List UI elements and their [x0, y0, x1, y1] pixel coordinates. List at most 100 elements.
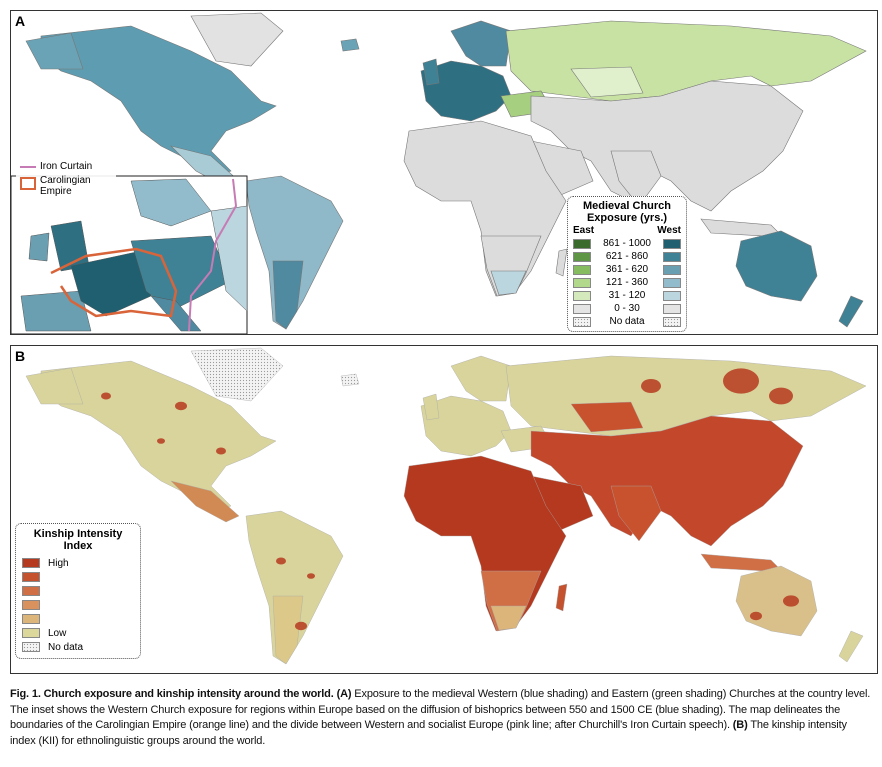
iceland	[340, 38, 360, 52]
legend-label: High	[48, 557, 69, 569]
legend-row: Low	[22, 626, 134, 640]
column-label: West	[657, 225, 681, 236]
uk	[422, 393, 440, 421]
swatch	[22, 600, 40, 610]
inset-france	[70, 250, 152, 317]
swatch	[22, 586, 40, 596]
greenland	[190, 12, 284, 67]
legend-header: East West	[573, 224, 681, 237]
caption-text: The kinship intensity index (KII) for et…	[10, 719, 847, 747]
new-zealand	[838, 295, 864, 328]
legend-label: 861 - 1000	[603, 238, 651, 249]
scandinavia	[450, 355, 512, 402]
swatch	[573, 264, 591, 275]
india	[610, 485, 662, 542]
europe	[420, 395, 512, 457]
inset-legend: Iron Curtain Carolingian Empire	[16, 157, 116, 200]
legend-row: 861 - 1000	[573, 237, 681, 250]
legend-label: 121 - 360	[605, 277, 649, 288]
legend-item: Carolingian Empire	[20, 175, 112, 197]
alaska	[25, 367, 84, 405]
legend-row	[22, 598, 134, 612]
legend-label: Iron Curtain	[40, 161, 93, 172]
map-b	[11, 346, 877, 673]
inset-ireland	[28, 232, 50, 262]
swatch	[22, 572, 40, 582]
madagascar	[555, 583, 568, 612]
uk	[422, 58, 440, 86]
inset-map	[11, 175, 248, 334]
legend-title: Kinship Intensity Index	[33, 528, 123, 552]
caption-label: (A)	[336, 688, 352, 700]
swatch	[573, 251, 591, 262]
legend-row: No data	[573, 315, 681, 328]
madagascar	[555, 248, 568, 277]
south-africa	[490, 605, 527, 631]
kinship-patch	[295, 621, 307, 631]
legend-row: 361 - 620	[573, 263, 681, 276]
swatch	[22, 558, 40, 568]
kinship-patch	[723, 368, 759, 394]
kinship-patch	[276, 557, 286, 565]
kinship-patch	[750, 611, 762, 621]
swatch	[20, 177, 36, 190]
legend-label: No data	[48, 641, 84, 653]
new-zealand	[838, 630, 864, 663]
india	[610, 150, 662, 207]
legend-row	[22, 570, 134, 584]
legend-label: 0 - 30	[614, 303, 640, 314]
swatch	[662, 290, 681, 301]
swatch	[662, 303, 681, 314]
swatch	[662, 264, 681, 275]
central-america	[170, 480, 240, 523]
panel-a: A Iron Curtain Carolingian Empire Mediev…	[10, 10, 878, 335]
panel-label: A	[15, 13, 26, 29]
caption-title: Fig. 1. Church exposure and kinship inte…	[10, 688, 334, 700]
legend-row	[22, 612, 134, 626]
swatch	[22, 614, 40, 624]
swatch	[573, 277, 591, 288]
legend-label: Low	[48, 627, 67, 639]
legend-row: 0 - 30	[573, 302, 681, 315]
legend-title: Medieval Church Exposure (yrs.)	[582, 200, 672, 224]
kinship-patch	[101, 392, 111, 400]
legend-label: 621 - 860	[605, 251, 649, 262]
panel-label: B	[15, 348, 26, 364]
greenland	[190, 347, 284, 402]
swatch	[662, 277, 681, 288]
kinship-patch	[769, 387, 793, 405]
swatch	[662, 238, 681, 249]
iceland	[340, 373, 360, 387]
kinship-patch	[641, 379, 661, 393]
iron-curtain	[188, 178, 238, 332]
caption-text: Exposure to the medieval Western (blue s…	[10, 688, 871, 731]
kazakhstan	[570, 66, 644, 98]
kinship-patch	[216, 447, 226, 455]
inset-iberia	[20, 290, 92, 332]
swatch	[573, 290, 591, 301]
kinship-patch	[175, 401, 187, 411]
kinship-patch	[783, 595, 799, 607]
legend-label: Carolingian Empire	[40, 175, 91, 197]
alaska	[25, 32, 84, 70]
south-africa	[490, 270, 527, 296]
legend-label: No data	[609, 316, 645, 327]
legend-row: No data	[22, 640, 134, 654]
map-a	[11, 11, 877, 334]
legend-rows: High Low No data	[22, 556, 134, 654]
legend-row: High	[22, 556, 134, 570]
legend-row: 621 - 860	[573, 250, 681, 263]
legend-row: 121 - 360	[573, 276, 681, 289]
legend-item: Iron Curtain	[20, 160, 112, 173]
legend-rows: 861 - 1000 621 - 860 361 - 620 121 - 360 31 …	[573, 237, 681, 315]
swatch	[573, 316, 591, 327]
panel-b: B Kinship Intensity Index High Low No data	[10, 345, 878, 674]
swatch	[22, 628, 40, 638]
legend-row	[22, 584, 134, 598]
europe	[420, 60, 512, 122]
legend-row: 31 - 120	[573, 289, 681, 302]
legend-label: 31 - 120	[608, 290, 646, 301]
carolingian-boundary	[50, 247, 178, 318]
north-america	[40, 360, 277, 512]
